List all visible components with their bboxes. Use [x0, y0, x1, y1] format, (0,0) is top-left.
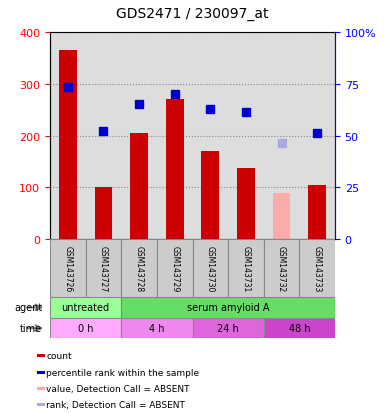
FancyBboxPatch shape [121, 240, 157, 297]
Bar [37, 403, 45, 406]
Text: 24 h: 24 h [217, 323, 239, 333]
Bar [166, 100, 184, 240]
Bar [50, 297, 121, 318]
Bar [37, 387, 45, 390]
Text: 0 h: 0 h [78, 323, 94, 333]
Text: GSM143729: GSM143729 [170, 245, 179, 292]
Bar [121, 318, 192, 339]
Bar [95, 188, 112, 240]
Text: time: time [20, 323, 42, 333]
Text: GDS2471 / 230097_at: GDS2471 / 230097_at [116, 7, 269, 21]
Bar [308, 185, 326, 240]
Text: GSM143726: GSM143726 [64, 245, 72, 292]
Text: rank, Detection Call = ABSENT: rank, Detection Call = ABSENT [46, 400, 185, 409]
Text: value, Detection Call = ABSENT: value, Detection Call = ABSENT [46, 384, 190, 393]
Text: GSM143728: GSM143728 [135, 245, 144, 292]
Text: serum amyloid A: serum amyloid A [187, 303, 270, 313]
Bar [201, 152, 219, 240]
Text: percentile rank within the sample: percentile rank within the sample [46, 368, 199, 377]
Text: count: count [46, 351, 72, 360]
Bar [192, 318, 264, 339]
Text: untreated: untreated [62, 303, 110, 313]
Text: GSM143731: GSM143731 [241, 245, 250, 292]
Bar [50, 318, 121, 339]
Text: GSM143732: GSM143732 [277, 245, 286, 292]
Bar [37, 371, 45, 374]
FancyBboxPatch shape [192, 240, 228, 297]
FancyBboxPatch shape [157, 240, 192, 297]
Text: GSM143727: GSM143727 [99, 245, 108, 292]
Text: GSM143730: GSM143730 [206, 245, 215, 292]
Bar [273, 193, 290, 240]
FancyBboxPatch shape [264, 240, 300, 297]
Text: GSM143733: GSM143733 [313, 245, 321, 292]
Bar [121, 297, 335, 318]
Bar [130, 134, 148, 240]
Text: 48 h: 48 h [288, 323, 310, 333]
Bar [37, 354, 45, 357]
FancyBboxPatch shape [50, 240, 85, 297]
FancyBboxPatch shape [300, 240, 335, 297]
Text: agent: agent [14, 303, 42, 313]
FancyBboxPatch shape [85, 240, 121, 297]
Bar [237, 169, 255, 240]
Text: 4 h: 4 h [149, 323, 165, 333]
Bar [59, 51, 77, 240]
FancyBboxPatch shape [228, 240, 264, 297]
Bar [264, 318, 335, 339]
